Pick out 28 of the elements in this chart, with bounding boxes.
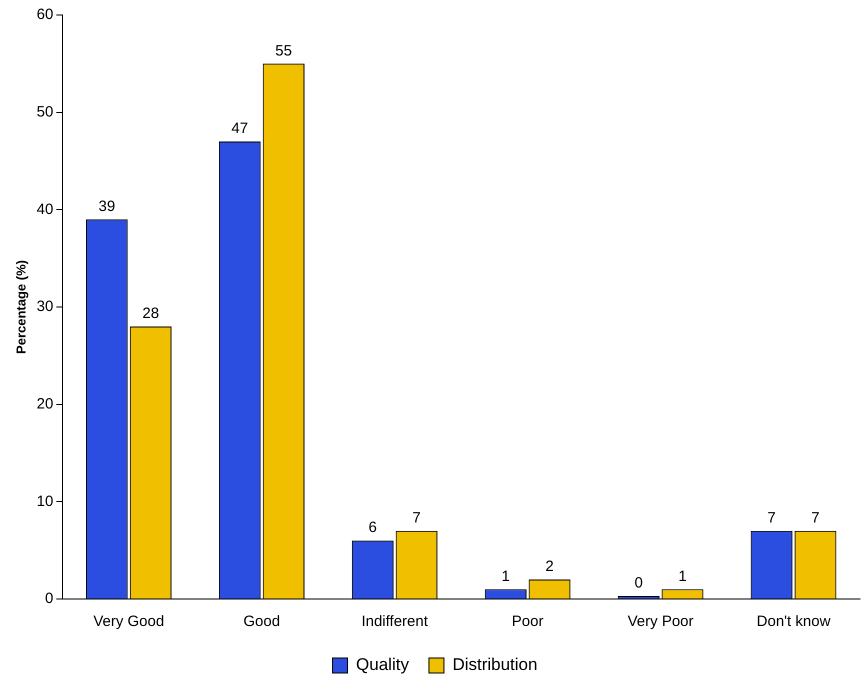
legend-label: Quality bbox=[356, 655, 410, 674]
y-tick-label: 20 bbox=[36, 395, 54, 412]
y-tick-label: 0 bbox=[44, 590, 54, 608]
legend-label: Distribution bbox=[452, 655, 538, 674]
y-tick-label: 40 bbox=[36, 200, 54, 218]
data-label: 55 bbox=[275, 42, 292, 60]
x-tick-label: Good bbox=[243, 613, 280, 630]
x-tick-label: Indifferent bbox=[361, 613, 429, 630]
data-label: 7 bbox=[767, 510, 776, 527]
x-tick-label: Very Good bbox=[93, 613, 164, 630]
data-label: 0 bbox=[634, 574, 643, 592]
data-label: 47 bbox=[231, 120, 248, 138]
y-tick-label: 50 bbox=[36, 103, 54, 120]
y-tick-label: 30 bbox=[36, 298, 54, 316]
y-axis-title: Percentage (%) bbox=[13, 260, 28, 354]
data-label: 1 bbox=[678, 568, 687, 585]
y-tick-label: 10 bbox=[36, 492, 54, 510]
data-label: 6 bbox=[368, 519, 377, 536]
data-label: 28 bbox=[142, 305, 160, 322]
data-label: 7 bbox=[811, 510, 820, 527]
x-tick-label: Don't know bbox=[756, 613, 831, 630]
data-label: 7 bbox=[412, 510, 421, 527]
y-tick-label: 60 bbox=[36, 6, 54, 24]
data-label: 1 bbox=[502, 568, 510, 585]
x-tick-label: Poor bbox=[512, 613, 544, 630]
data-label: 39 bbox=[98, 198, 116, 216]
data-label: 2 bbox=[545, 558, 554, 576]
x-tick-label: Very Poor bbox=[628, 613, 694, 630]
